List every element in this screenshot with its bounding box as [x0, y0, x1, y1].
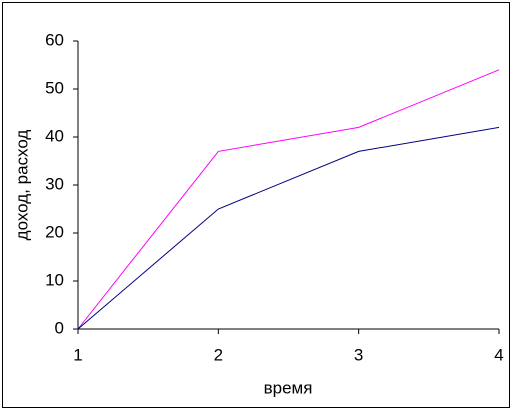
y-tick-label: 20 [45, 222, 64, 241]
line-series [77, 126, 500, 330]
x-tick-label: 1 [73, 345, 82, 364]
x-tick-label: 2 [214, 345, 223, 364]
y-axis-label: доход, расход [12, 130, 31, 241]
y-tick-label: 40 [45, 126, 64, 145]
y-tick-label: 50 [45, 78, 64, 97]
line-series [77, 69, 500, 330]
y-tick-label: 30 [45, 174, 64, 193]
x-tick-label: 4 [494, 345, 503, 364]
y-tick-label: 10 [45, 270, 64, 289]
y-tick-label: 0 [55, 318, 64, 337]
x-axis-label: время [264, 378, 313, 397]
x-tick-label: 3 [354, 345, 363, 364]
chart-border [2, 2, 510, 408]
y-tick-label: 60 [45, 30, 64, 49]
